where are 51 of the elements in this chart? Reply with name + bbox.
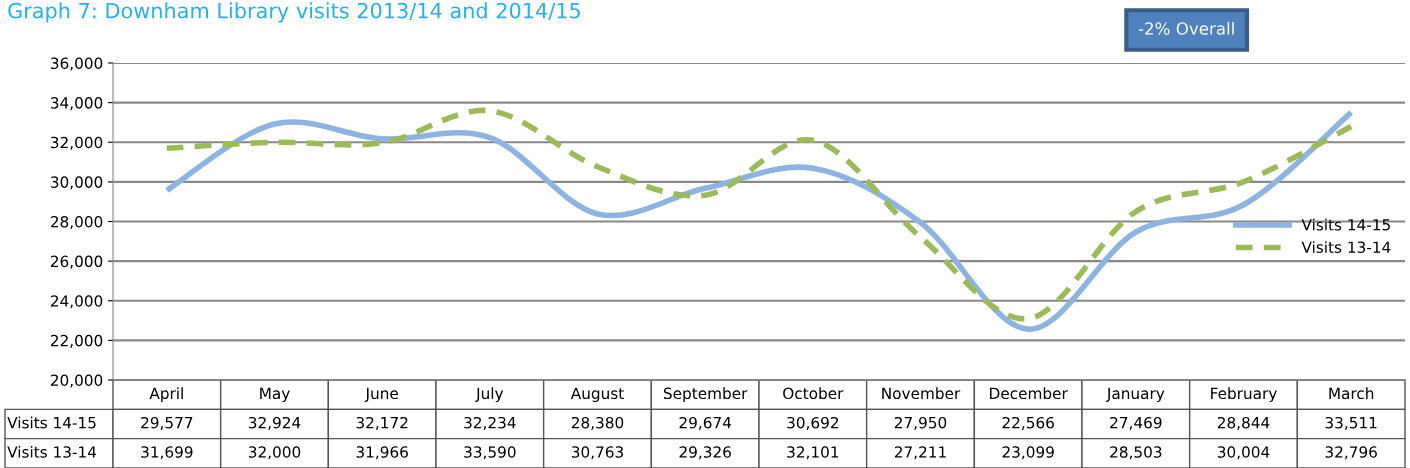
data-label: 33,511 bbox=[1325, 416, 1377, 430]
data-label: 28,503 bbox=[1110, 446, 1162, 460]
data-label: 27,211 bbox=[894, 446, 946, 460]
data-label: 22,566 bbox=[1002, 416, 1054, 430]
text: Visits 13-14 bbox=[7, 445, 97, 458]
legend-label: Visits 13-14 bbox=[1301, 241, 1391, 253]
y-tick-label: 30,000 bbox=[50, 176, 103, 190]
x-tick-label: July bbox=[475, 387, 504, 403]
data-label: 33,590 bbox=[464, 446, 516, 460]
data-label: 29,326 bbox=[679, 446, 731, 460]
data-label: 29,674 bbox=[679, 416, 732, 430]
y-tick-label: 36,000 bbox=[50, 57, 103, 71]
y-tick-label: 28,000 bbox=[50, 215, 103, 230]
data-label: 27,950 bbox=[894, 416, 947, 430]
x-tick-label: May bbox=[260, 387, 290, 403]
data-label: 23,099 bbox=[1002, 446, 1054, 460]
data-label: 32,172 bbox=[356, 416, 408, 430]
data-label: 30,692 bbox=[787, 416, 839, 430]
data-label: 32,000 bbox=[248, 446, 301, 460]
chart-title: Graph 7: Downham Library visits 2013/14 and 2014/15 bbox=[8, 2, 580, 23]
data-label: 28,844 bbox=[1217, 416, 1270, 430]
data-label: 32,924 bbox=[248, 416, 301, 430]
data-label: 29,577 bbox=[141, 416, 193, 430]
y-tick-label: 34,000 bbox=[50, 97, 103, 111]
data-label: 30,004 bbox=[1217, 446, 1270, 460]
data-label: 32,796 bbox=[1325, 446, 1377, 460]
y-tick-label: 24,000 bbox=[50, 295, 103, 309]
x-tick-label: September bbox=[663, 387, 748, 403]
data-label: 32,101 bbox=[787, 446, 839, 460]
x-tick-label: March bbox=[1329, 387, 1374, 400]
x-tick-label: April bbox=[149, 387, 183, 403]
x-tick-label: January bbox=[1106, 387, 1165, 403]
y-tick-label: 26,000 bbox=[50, 255, 103, 269]
text: Visits 14-15 bbox=[7, 416, 96, 429]
x-tick-label: October bbox=[783, 387, 844, 400]
y-tick-label: 22,000 bbox=[50, 334, 103, 348]
data-label: 30,763 bbox=[571, 446, 623, 460]
text: -2% Overall bbox=[1138, 21, 1234, 35]
x-tick-label: August bbox=[570, 387, 624, 403]
x-tick-label: November bbox=[882, 387, 961, 400]
data-label: 27,469 bbox=[1110, 416, 1162, 430]
legend-label: Visits 14-15 bbox=[1301, 218, 1390, 231]
data-label: 32,234 bbox=[464, 416, 516, 430]
data-label: 28,380 bbox=[571, 416, 624, 430]
y-tick-label: 32,000 bbox=[50, 136, 103, 150]
x-tick-label: December bbox=[990, 387, 1068, 400]
x-tick-label: June bbox=[364, 387, 398, 402]
y-tick-label: 20,000 bbox=[50, 374, 103, 388]
x-tick-label: February bbox=[1211, 387, 1277, 403]
data-label: 31,699 bbox=[141, 446, 193, 460]
data-label: 31,966 bbox=[356, 446, 408, 460]
